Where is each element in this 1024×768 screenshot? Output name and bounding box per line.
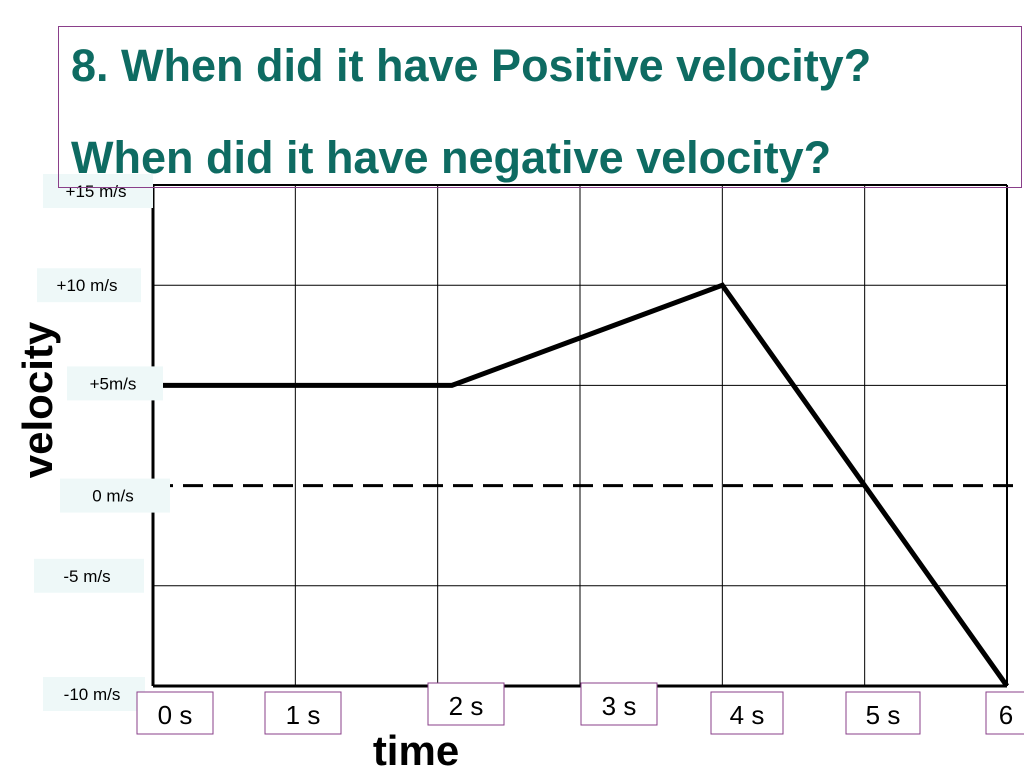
y-tick-labels: +15 m/s +10 m/s +5m/s 0 m/s -5 m/s -10 m/s	[34, 174, 170, 711]
plot-frame	[151, 184, 1008, 688]
x-tick-label-box	[427, 682, 505, 726]
x-tick-label: 3 s	[602, 691, 637, 721]
y-tick-label: -5 m/s	[63, 567, 110, 586]
y-tick-label-box	[60, 478, 170, 513]
x-tick-label: 5 s	[866, 700, 901, 730]
y-tick-label: -10 m/s	[64, 685, 121, 704]
y-axis-label: velocity	[14, 321, 61, 478]
y-tick-label: +10 m/s	[57, 276, 118, 295]
x-tick-label-box	[264, 691, 342, 735]
grid	[153, 185, 1007, 686]
title-question-positive: 8. When did it have Positive velocity?	[71, 40, 872, 91]
y-tick-label-box	[34, 558, 144, 593]
y-tick-label-box	[43, 677, 145, 711]
x-tick-label-box	[580, 682, 658, 726]
y-tick-label: +15 m/s	[66, 182, 127, 201]
title-question-negative: When did it have negative velocity?	[71, 132, 832, 183]
velocity-series-line	[153, 282, 1010, 688]
y-tick-label-box	[67, 366, 163, 401]
x-tick-label-box	[985, 691, 1024, 735]
y-tick-label: +5m/s	[90, 374, 137, 393]
x-tick-label: 1 s	[286, 700, 321, 730]
x-tick-label-box	[710, 691, 784, 735]
x-tick-label: 6	[999, 700, 1013, 730]
y-tick-label-box	[37, 268, 141, 303]
x-axis-label: time	[373, 727, 459, 768]
x-tick-label-box	[845, 691, 921, 735]
x-tick-label: 2 s	[449, 691, 484, 721]
x-tick-label-box	[136, 691, 214, 735]
x-tick-labels: 0 s 1 s 2 s 3 s 4 s 5 s 6	[136, 682, 1024, 735]
y-tick-label-box	[43, 174, 153, 208]
series-layer	[153, 282, 1010, 688]
x-tick-label: 0 s	[158, 700, 193, 730]
x-tick-label: 4 s	[730, 700, 765, 730]
y-tick-label: 0 m/s	[92, 487, 134, 506]
title-box: 8. When did it have Positive velocity? W…	[58, 26, 1022, 188]
